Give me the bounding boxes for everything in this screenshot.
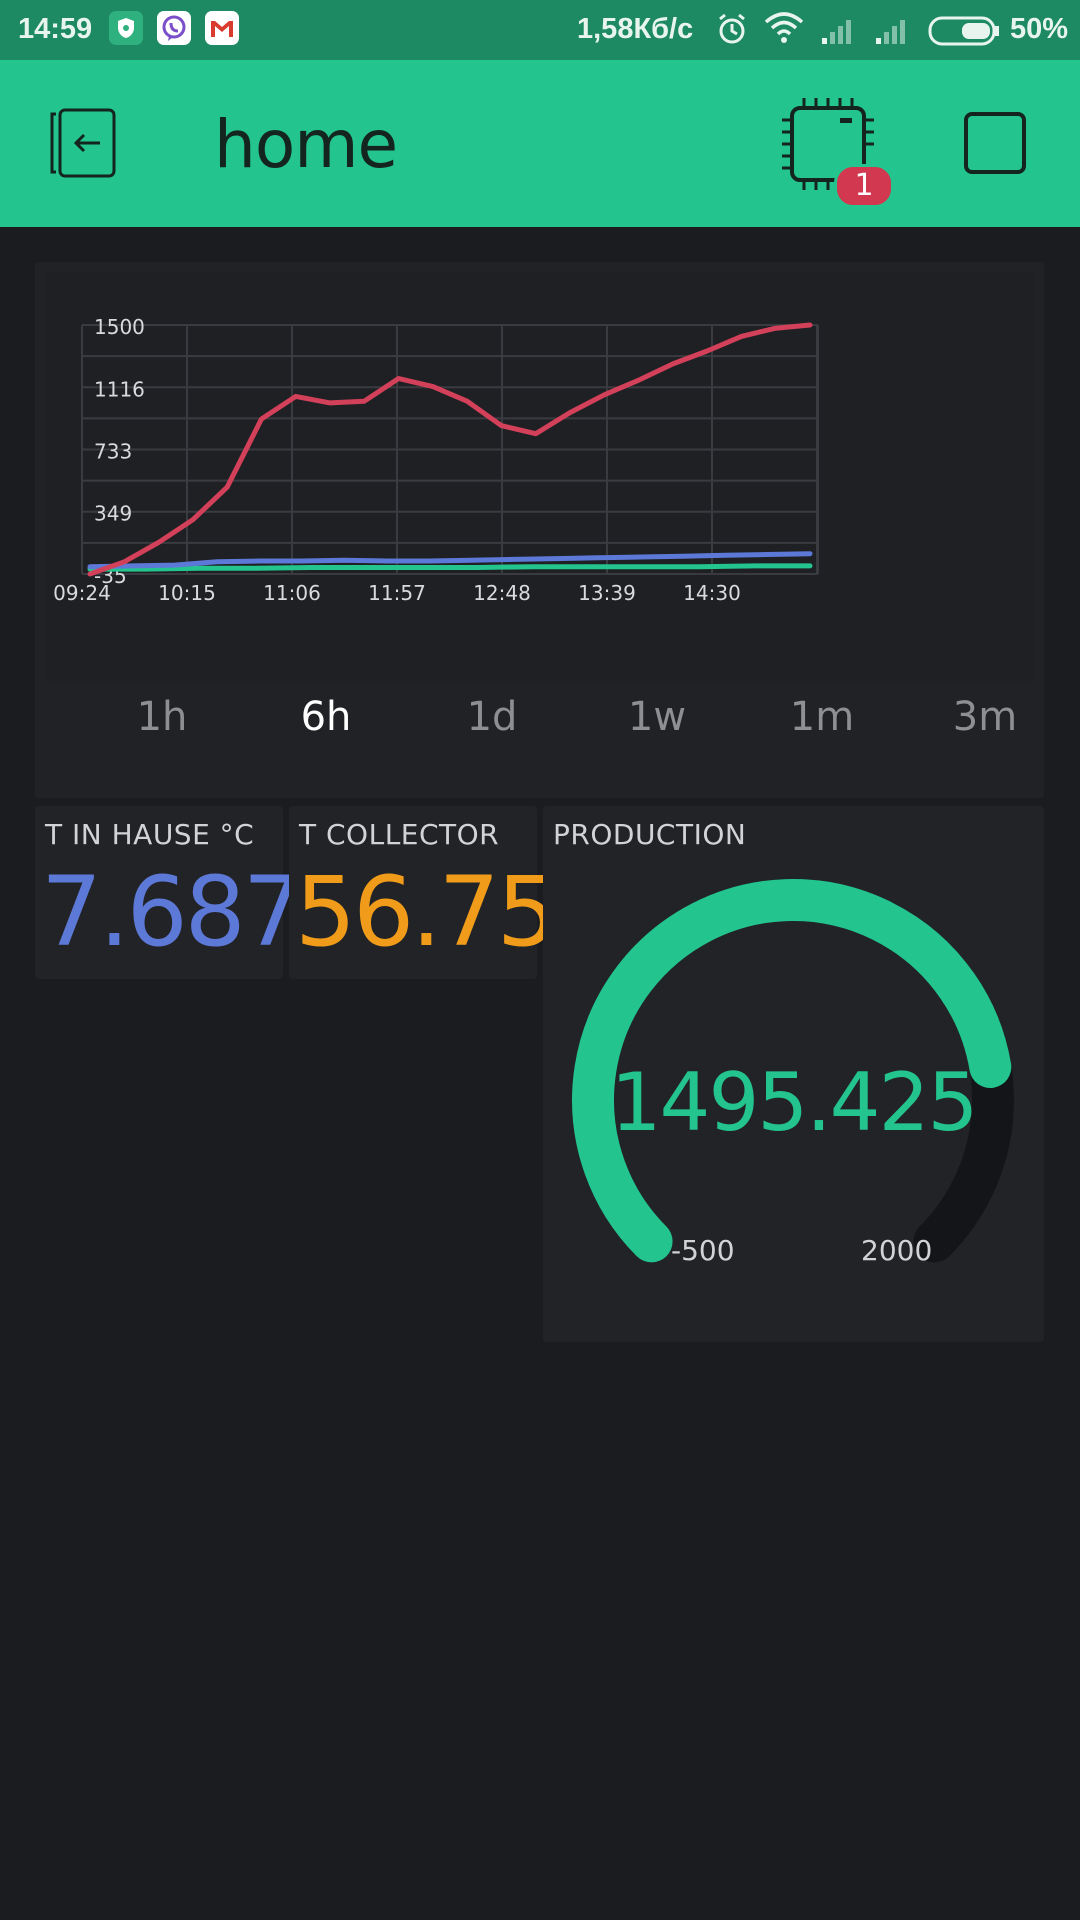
- series-line: [87, 563, 813, 572]
- gauge-value: 1495.425: [610, 1056, 979, 1149]
- chip-icon[interactable]: [778, 94, 878, 194]
- widget-label: T COLLECTOR: [299, 818, 500, 851]
- y-tick-label: 1500: [94, 315, 145, 339]
- battery-percentage: 50%: [1010, 13, 1069, 45]
- network-speed: 1,58Кб/с: [577, 13, 694, 45]
- series-line: [87, 322, 813, 577]
- status-bar: 14:59 1,58Кб/с 50%: [0, 0, 1080, 60]
- range-3m[interactable]: 3m: [952, 694, 1018, 740]
- range-1h[interactable]: 1h: [136, 694, 188, 740]
- gauge-min: -500: [671, 1234, 735, 1267]
- status-time: 14:59: [18, 13, 93, 45]
- y-tick-label: 1116: [94, 377, 145, 401]
- viber-icon: [157, 11, 191, 45]
- page-title: home: [214, 106, 398, 183]
- production-gauge-widget[interactable]: PRODUCTION 1495.425 -500 2000: [543, 806, 1044, 1342]
- signal-icon: [822, 20, 851, 44]
- range-1d[interactable]: 1d: [466, 694, 518, 740]
- x-tick-label: 13:39: [578, 581, 636, 605]
- x-tick-label: 10:15: [158, 581, 216, 605]
- range-6h[interactable]: 6h: [300, 694, 352, 740]
- alarm-icon: [719, 13, 745, 44]
- house-temperature-widget[interactable]: T IN HAUSE °C 7.687: [35, 806, 304, 979]
- collector-temperature-widget[interactable]: T COLLECTOR 56.75: [289, 806, 558, 979]
- y-tick-label: 349: [94, 502, 132, 526]
- x-tick-label: 11:06: [263, 581, 321, 605]
- time-range-selector: 1h 6h 1d 1w 1m 3m: [35, 694, 1044, 764]
- gauge-max: 2000: [861, 1234, 933, 1267]
- widget-value: 56.75: [295, 856, 558, 968]
- back-icon[interactable]: [46, 108, 120, 178]
- gauge-fill: [572, 879, 1012, 1263]
- wifi-icon: [764, 12, 804, 43]
- app-header: home 1: [0, 60, 1080, 227]
- chart-panel: 1500 1116 733 349 -35 09:24 10:15 11:06 11:57 12…: [35, 262, 1044, 798]
- series-line: [87, 551, 813, 570]
- x-tick-label: 11:57: [368, 581, 426, 605]
- signal-icon: [876, 20, 905, 44]
- battery-icon: [928, 16, 999, 46]
- y-tick-label: 733: [94, 439, 132, 463]
- x-tick-label: 09:24: [53, 581, 111, 605]
- gauge: [572, 878, 1014, 1263]
- range-1m[interactable]: 1m: [789, 694, 855, 740]
- x-tick-label: 12:48: [473, 581, 531, 605]
- shield-app-icon: [109, 11, 143, 45]
- range-1w[interactable]: 1w: [627, 694, 687, 740]
- notification-badge: 1: [834, 164, 894, 208]
- gmail-icon: [205, 11, 239, 45]
- chart-area: 1500 1116 733 349 -35 09:24 10:15 11:06 11:57 12…: [45, 272, 1034, 681]
- widget-value: 7.687: [41, 856, 304, 968]
- widget-label: T IN HAUSE °C: [45, 818, 255, 851]
- x-tick-label: 14:30: [683, 581, 741, 605]
- widget-label: PRODUCTION: [553, 818, 747, 851]
- square-icon[interactable]: [964, 112, 1026, 174]
